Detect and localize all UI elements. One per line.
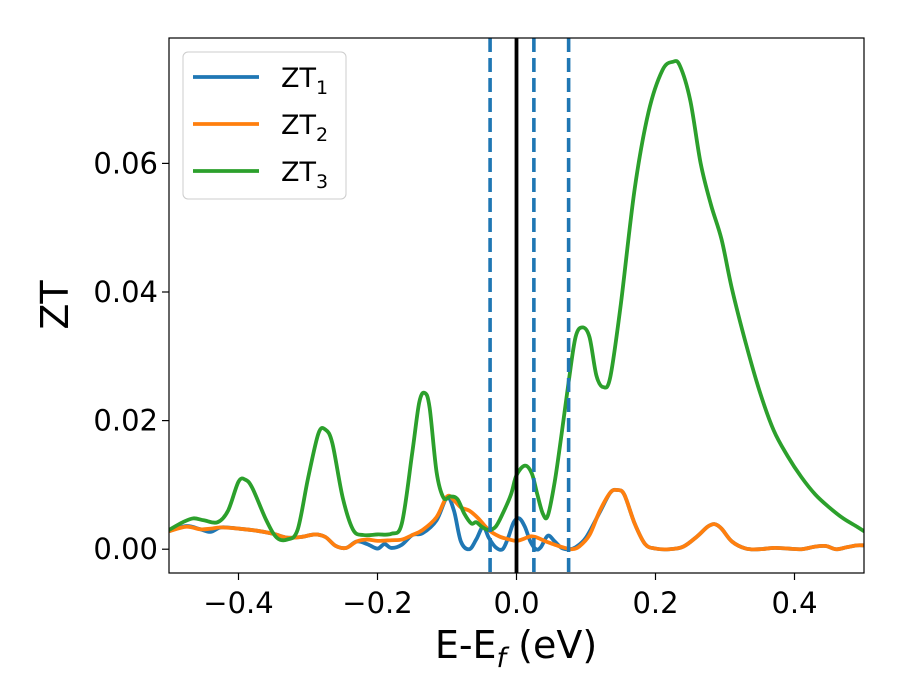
- series-line-zt3: [169, 59, 864, 543]
- legend-box: [182, 51, 347, 200]
- legend-label-zt1: ZT1: [281, 63, 328, 99]
- y-axis-ticks: 0.00 0.02 0.04 0.06: [93, 146, 169, 566]
- legend: ZT1 ZT2 ZT3: [182, 51, 347, 200]
- x-tick-label: −0.2: [342, 586, 412, 620]
- y-tick-label: 0.06: [93, 146, 158, 180]
- y-tick-label: 0.04: [93, 275, 158, 309]
- series-line-zt2: [169, 487, 864, 552]
- x-axis-ticks: −0.4 −0.2 0.0 0.2 0.4: [203, 573, 818, 620]
- x-tick-label: 0.4: [771, 586, 817, 620]
- x-tick-label: 0.0: [493, 586, 539, 620]
- x-axis-label: E-Ef (eV): [435, 623, 597, 674]
- legend-label-zt2: ZT2: [281, 110, 328, 146]
- x-tick-label: −0.4: [203, 586, 273, 620]
- x-tick-label: 0.2: [632, 586, 678, 620]
- y-tick-label: 0.02: [93, 404, 158, 438]
- vline-layer: [488, 38, 571, 573]
- series-layer: [169, 59, 864, 552]
- y-axis-label: ZT: [33, 280, 77, 330]
- legend-label-zt3: ZT3: [281, 157, 328, 193]
- y-tick-label: 0.00: [93, 532, 158, 566]
